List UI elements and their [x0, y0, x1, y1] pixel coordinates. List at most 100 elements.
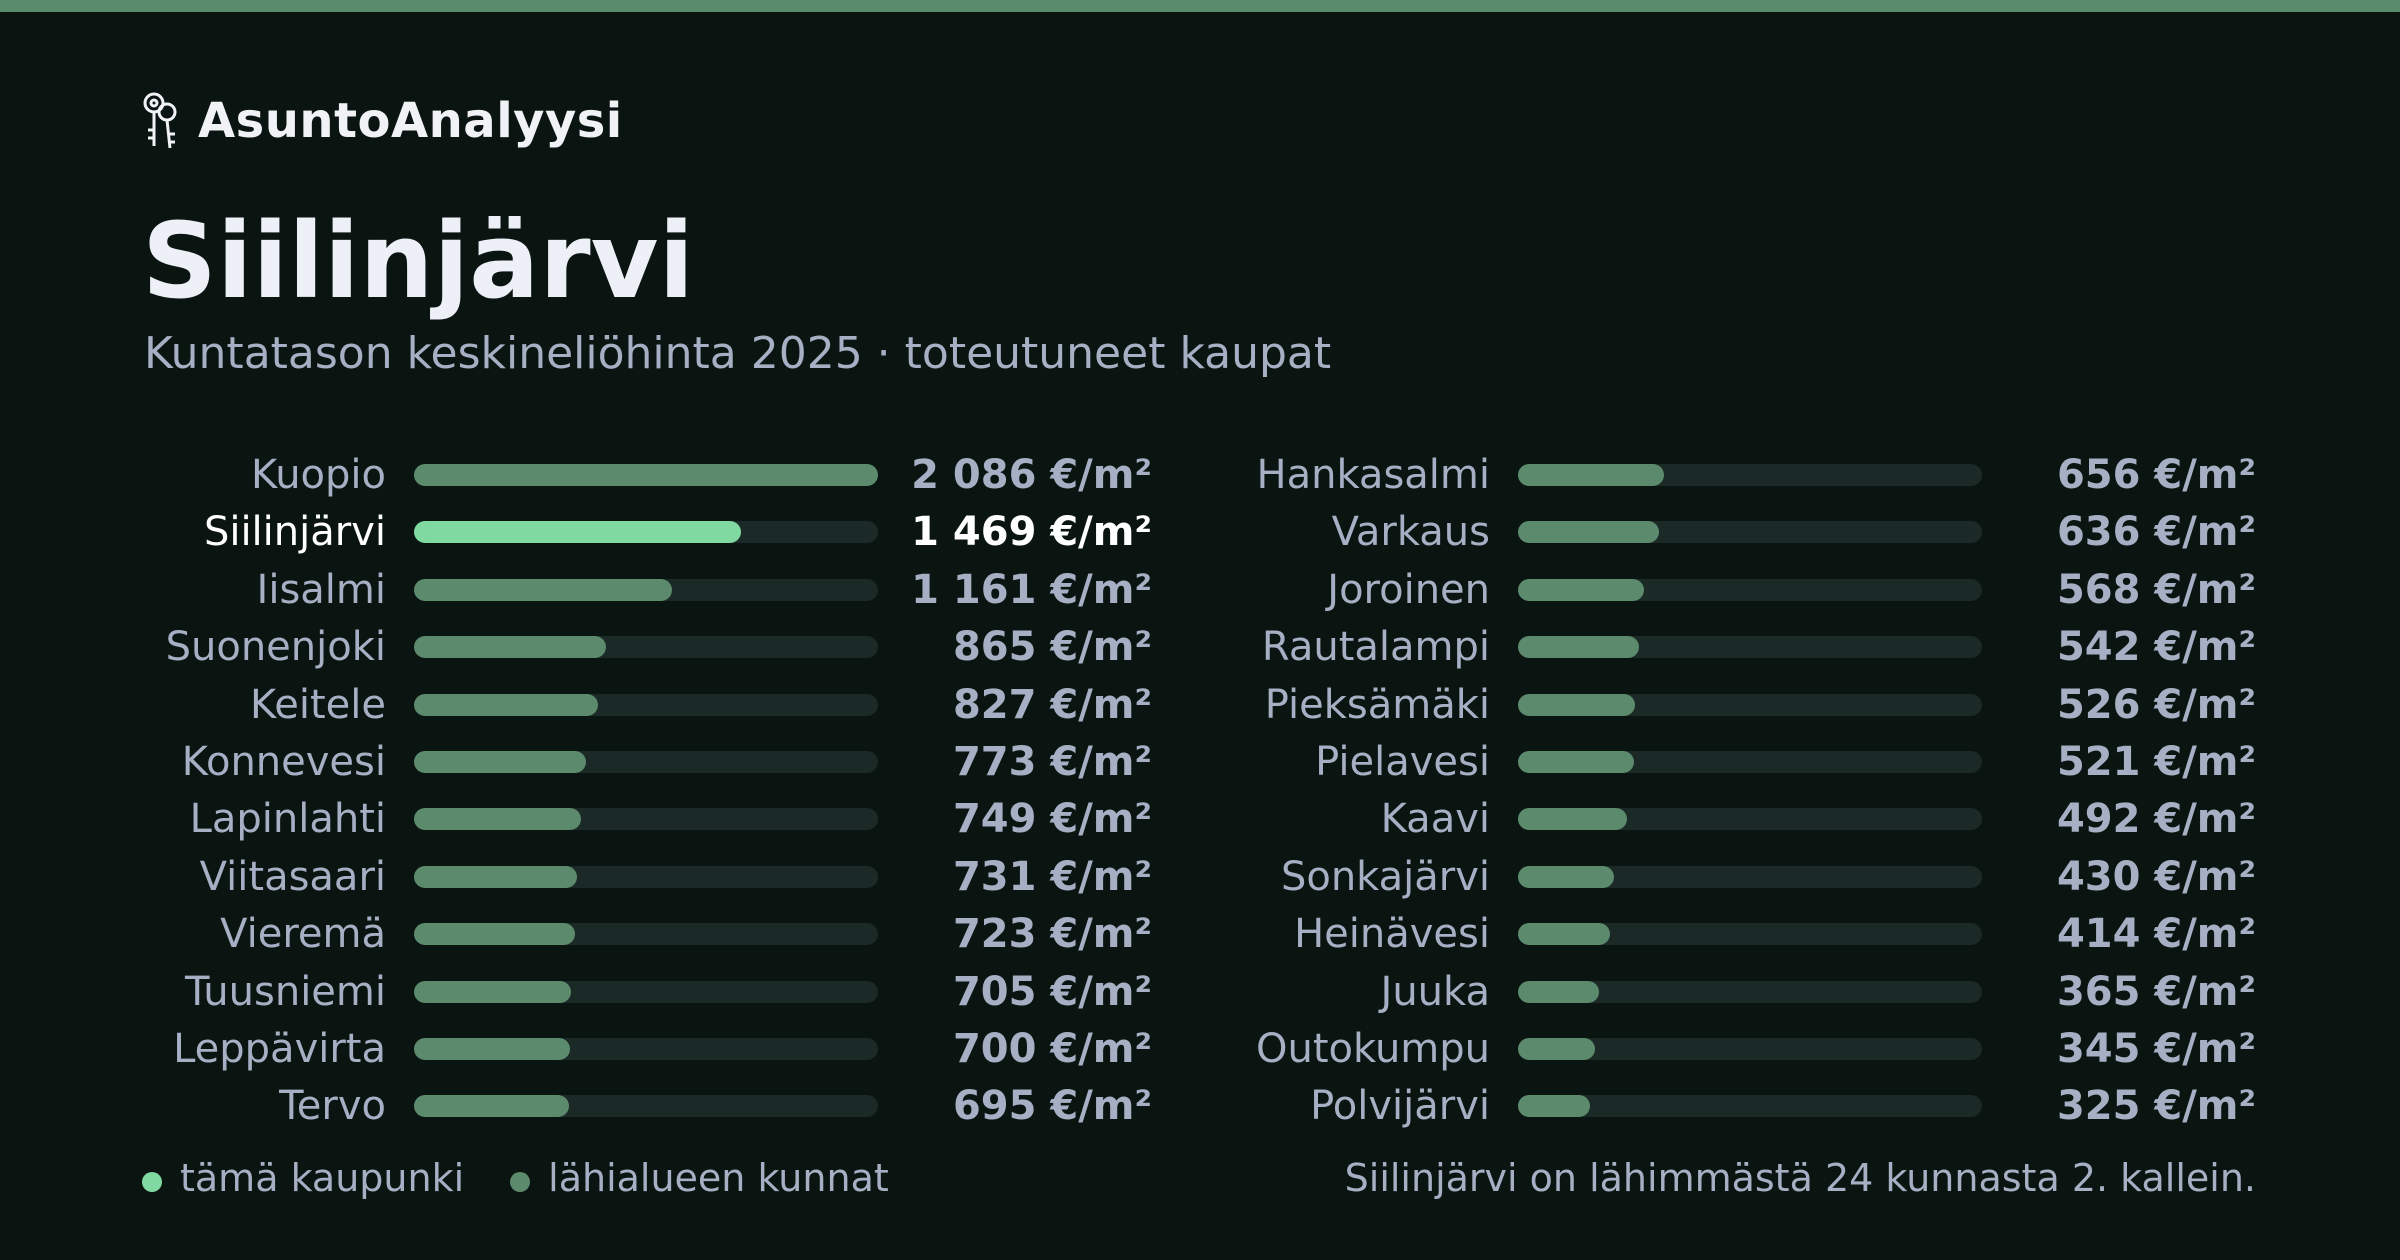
bar-category-label: Pieksämäki [1264, 682, 1490, 728]
bar [414, 1095, 569, 1117]
bar [1518, 579, 1645, 601]
bar-category-label: Viitasaari [199, 854, 386, 900]
bar-row: Konnevesi 773 €/m² [0, 734, 2400, 791]
bar-category-label: Konnevesi [181, 739, 386, 785]
bar-track [414, 1038, 878, 1060]
bar-track [1518, 923, 1982, 945]
top-accent-bar [0, 0, 2400, 12]
bar-row: Sonkajärvi 430 €/m² [0, 849, 2400, 906]
bar-value-label: 521 €/m² [2056, 739, 2256, 785]
bar-track [414, 808, 878, 830]
bar-row: Heinävesi 414 €/m² [0, 906, 2400, 963]
bar-category-label: Polvijärvi [1310, 1083, 1490, 1129]
bar-category-label: Tervo [279, 1083, 386, 1129]
bar-value-label: 345 €/m² [2056, 1026, 2256, 1072]
bar-track [414, 694, 878, 716]
legend-item-neighbors: lähialueen kunnat [510, 1150, 889, 1206]
bar-track [414, 636, 878, 658]
bar [1518, 694, 1635, 716]
bar-track [1518, 751, 1982, 773]
bar-track [414, 1095, 878, 1117]
bar [1518, 1095, 1591, 1117]
bar-row: Tervo 695 €/m² [0, 1078, 2400, 1135]
legend-label: tämä kaupunki [180, 1156, 465, 1200]
brand-name: AsuntoAnalyysi [198, 93, 623, 149]
legend-dot-neighbor [510, 1172, 531, 1192]
bar-track [414, 751, 878, 773]
bar-value-label: 827 €/m² [952, 682, 1152, 728]
bar-value-label: 731 €/m² [952, 854, 1152, 900]
bar-row: Juuka 365 €/m² [0, 964, 2400, 1021]
bar-category-label: Hankasalmi [1256, 452, 1490, 498]
brand: AsuntoAnalyysi [140, 86, 623, 156]
bar [414, 923, 575, 945]
bar-category-label: Joroinen [1327, 567, 1490, 613]
bar [414, 981, 571, 1003]
bar-row: Lapinlahti 749 €/m² [0, 791, 2400, 848]
bar [1518, 923, 1611, 945]
bar-category-label: Juuka [1380, 969, 1490, 1015]
bar-value-label: 636 €/m² [2056, 509, 2256, 555]
bar-row: Rautalampi 542 €/m² [0, 619, 2400, 676]
bar-row: Joroinen 568 €/m² [0, 562, 2400, 619]
bar [1518, 1038, 1595, 1060]
bar [1518, 521, 1660, 543]
bar-row: Viitasaari 731 €/m² [0, 849, 2400, 906]
bar-row: Leppävirta 700 €/m² [0, 1021, 2400, 1078]
bar-row: Pieksämäki 526 €/m² [0, 677, 2400, 734]
bar-row: Siilinjärvi 1 469 €/m² [0, 504, 2400, 561]
bar-track [414, 579, 878, 601]
bar-value-label: 542 €/m² [2056, 624, 2256, 670]
bar-row: Kuopio 2 086 €/m² [0, 447, 2400, 504]
bar-value-label: 568 €/m² [2056, 567, 2256, 613]
bar-value-label: 773 €/m² [952, 739, 1152, 785]
bar-track [414, 464, 878, 486]
bar-category-label: Leppävirta [173, 1026, 386, 1072]
bar [1518, 636, 1639, 658]
bar-track [1518, 866, 1982, 888]
bar-track [1518, 1095, 1982, 1117]
bar [414, 751, 586, 773]
bar [1518, 464, 1664, 486]
bar-value-label: 492 €/m² [2056, 796, 2256, 842]
bar-value-label: 865 €/m² [952, 624, 1152, 670]
legend-label: lähialueen kunnat [548, 1156, 889, 1200]
bar-value-label: 705 €/m² [952, 969, 1152, 1015]
bar-value-label: 2 086 €/m² [911, 452, 1152, 498]
bar-category-label: Keitele [250, 682, 386, 728]
bar-track [1518, 808, 1982, 830]
bar-category-label: Rautalampi [1261, 624, 1490, 670]
bar [414, 1038, 570, 1060]
bar-category-label: Outokumpu [1256, 1026, 1490, 1072]
page-subtitle: Kuntatason keskineliöhinta 2025 · toteut… [144, 328, 1332, 379]
bar-row: Suonenjoki 865 €/m² [0, 619, 2400, 676]
bar-category-label: Varkaus [1331, 509, 1490, 555]
bar-category-label: Lapinlahti [189, 796, 386, 842]
bar-category-label: Suonenjoki [165, 624, 386, 670]
bar-value-label: 325 €/m² [2056, 1083, 2256, 1129]
bar [1518, 866, 1614, 888]
bar [414, 579, 673, 601]
bar-category-label: Iisalmi [256, 567, 386, 613]
bar-value-label: 656 €/m² [2056, 452, 2256, 498]
bar-category-label: Sonkajärvi [1280, 854, 1490, 900]
bar-category-label: Kuopio [250, 452, 386, 498]
bar-value-label: 700 €/m² [952, 1026, 1152, 1072]
bar-track [1518, 981, 1982, 1003]
bar-track [1518, 579, 1982, 601]
footnote: Siilinjärvi on lähimmästä 24 kunnasta 2.… [1344, 1156, 2256, 1200]
bar-row: Vieremä 723 €/m² [0, 906, 2400, 963]
bar-track [1518, 636, 1982, 658]
bar-row: Polvijärvi 325 €/m² [0, 1078, 2400, 1135]
bar-value-label: 695 €/m² [952, 1083, 1152, 1129]
bar [1518, 981, 1600, 1003]
bar-value-label: 723 €/m² [952, 911, 1152, 957]
bar-row: Pielavesi 521 €/m² [0, 734, 2400, 791]
bar-track [1518, 1038, 1982, 1060]
bar-row: Outokumpu 345 €/m² [0, 1021, 2400, 1078]
bar [1518, 808, 1628, 830]
bar-category-label: Tuusniemi [184, 969, 386, 1015]
bar-track [1518, 521, 1982, 543]
bar [1518, 751, 1634, 773]
page-title: Siilinjärvi [142, 200, 695, 322]
